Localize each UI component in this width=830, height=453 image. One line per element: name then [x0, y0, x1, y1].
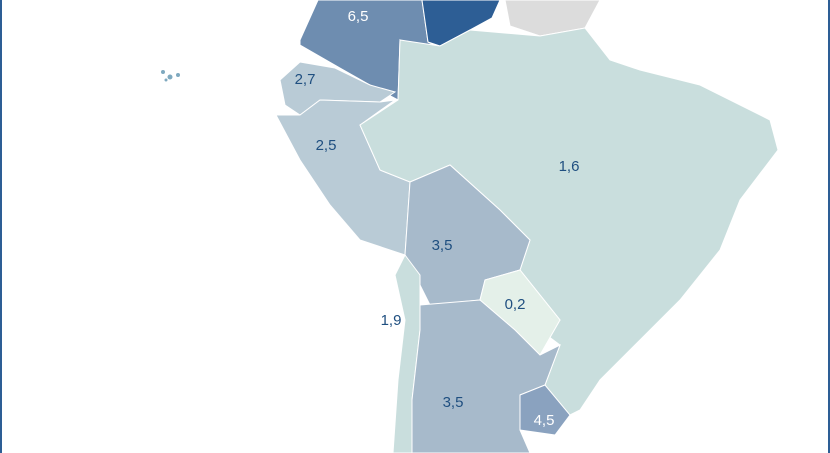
region-label: 2,7 [295, 71, 316, 88]
region-label: 3,5 [432, 237, 453, 254]
region-label: 1,9 [381, 312, 402, 329]
region-label: 1,6 [559, 158, 580, 175]
region [392, 254, 421, 453]
region-label: 3,5 [443, 394, 464, 411]
region-label: 2,5 [316, 137, 337, 154]
region-label: 6,5 [348, 8, 369, 25]
region [519, 384, 571, 436]
region-label: 4,5 [534, 412, 555, 429]
region [279, 61, 397, 116]
region-label: 0,2 [505, 296, 526, 313]
islands [161, 70, 180, 82]
